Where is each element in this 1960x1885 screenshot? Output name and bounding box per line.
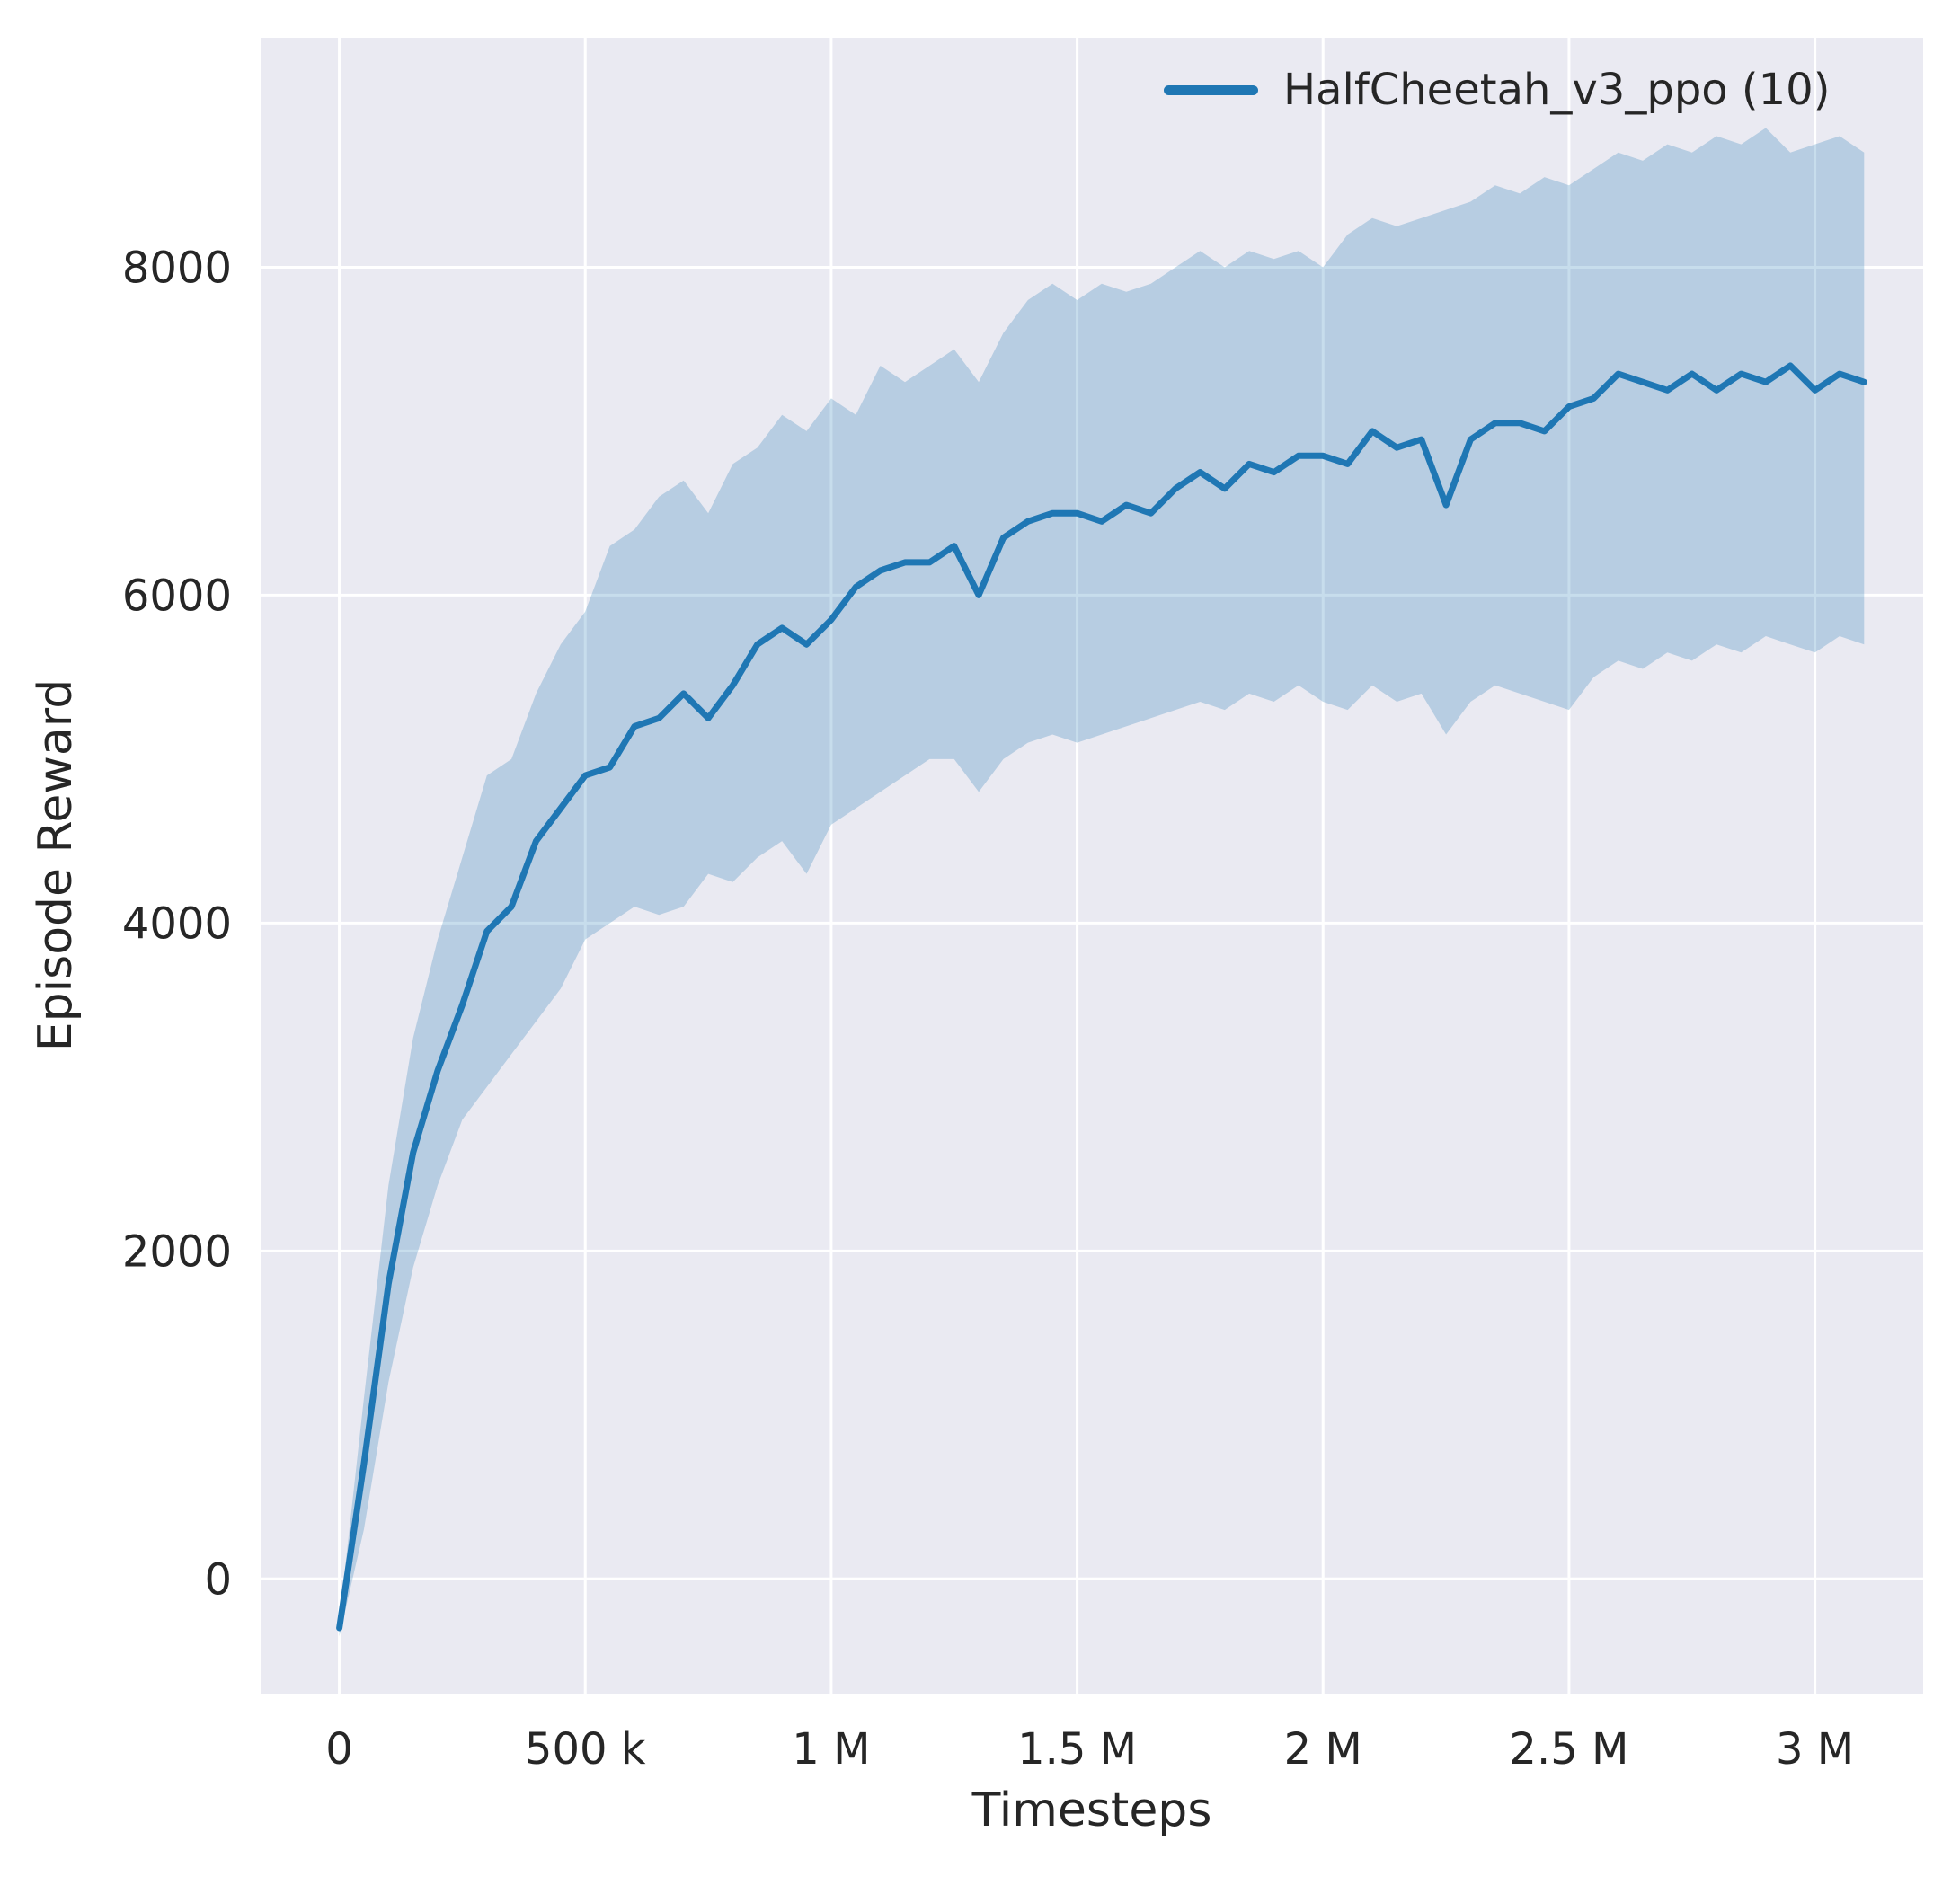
x-axis-label: Timesteps: [971, 1783, 1212, 1837]
y-tick-label: 0: [204, 1554, 232, 1605]
legend-line-swatch: [1164, 84, 1258, 95]
x-tick-label: 3 M: [1776, 1724, 1854, 1774]
legend-label: HalfCheetah_v3_ppo (10): [1283, 65, 1831, 115]
y-tick-label: 2000: [122, 1226, 232, 1277]
y-tick-label: 6000: [122, 571, 232, 621]
confidence-band: [339, 128, 1865, 1637]
x-tick-label: 500 k: [525, 1724, 646, 1774]
mean-line: [336, 362, 1867, 1632]
x-tick-label: 1 M: [792, 1724, 870, 1774]
x-tick-label: 1.5 M: [1017, 1724, 1137, 1774]
x-tick-label: 2.5 M: [1509, 1724, 1628, 1774]
y-axis-label: Episode Reward: [29, 678, 83, 1052]
y-tick-label: 8000: [122, 243, 232, 293]
y-tick-label: 4000: [122, 898, 232, 949]
x-tick-label: 2 M: [1284, 1724, 1362, 1774]
legend: HalfCheetah_v3_ppo (10): [1164, 65, 1830, 115]
plot-background: [261, 38, 1923, 1694]
x-tick-label: 0: [325, 1724, 353, 1774]
